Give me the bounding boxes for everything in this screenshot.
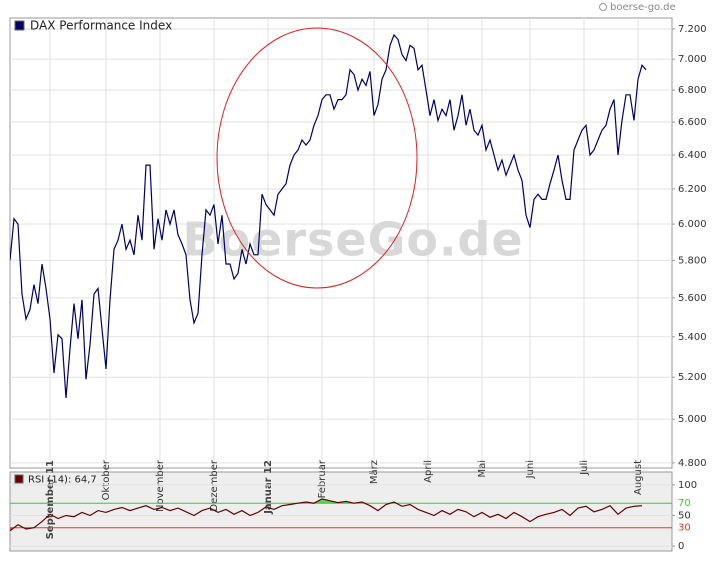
- y-tick-label: 5.400: [678, 332, 707, 343]
- y-tick-label: 7.200: [678, 24, 707, 35]
- y-tick-label: 50: [678, 510, 691, 521]
- x-tick-label: April: [423, 460, 434, 483]
- y-tick-label: 6.000: [678, 219, 707, 230]
- x-tick-label: Januar 12: [263, 460, 274, 515]
- x-tick-label: August: [633, 460, 644, 495]
- watermark: BoerseGo.de: [182, 213, 523, 267]
- y-tick-label: 6.600: [678, 117, 707, 128]
- x-tick-label: September 11: [45, 460, 56, 539]
- y-tick-label: 5.000: [678, 414, 707, 425]
- rsi-legend-swatch: [14, 474, 24, 484]
- y-tick-label: 100: [678, 480, 697, 491]
- x-tick-label: Mai: [477, 460, 488, 478]
- level-label: 70: [678, 498, 691, 509]
- line-series: [10, 33, 647, 399]
- panel-layer: 0 50 100 70 30: [10, 480, 697, 552]
- source: boerse-go.de: [610, 2, 676, 13]
- y-tick-label: 5.800: [678, 255, 707, 266]
- legend-label: DAX Performance Index: [30, 19, 172, 33]
- main-panel: [9, 17, 673, 469]
- x-tick-label: Dezember: [209, 459, 220, 511]
- level-label: 30: [678, 523, 691, 534]
- y-tick-label: 4.800: [678, 458, 707, 469]
- y-tick-label: 5.600: [678, 293, 707, 304]
- y-tick-label: 5.200: [678, 372, 707, 383]
- y-tick-label: 6.400: [678, 150, 707, 161]
- x-tick-label: Oktober: [101, 459, 112, 500]
- y-tick-label: 7.000: [678, 54, 707, 65]
- highlight-ellipse: [216, 27, 418, 289]
- source-icon: [599, 3, 607, 11]
- y-tick-label: 6.200: [678, 184, 707, 195]
- x-tick-label: Juli: [579, 460, 590, 476]
- y-tick-label: 0: [678, 541, 684, 552]
- rsi-legend-label: RSI (14): 64,7: [28, 475, 97, 486]
- x-tick-label: Juni: [525, 460, 536, 479]
- x-tick-label: Februar: [317, 459, 328, 498]
- x-tick-label: März: [369, 460, 380, 484]
- line-series: [10, 498, 643, 532]
- legend-swatch: [14, 20, 25, 31]
- x-tick-label: November: [155, 459, 166, 512]
- y-tick-label: 6.800: [678, 85, 707, 96]
- band-fill: [298, 498, 397, 504]
